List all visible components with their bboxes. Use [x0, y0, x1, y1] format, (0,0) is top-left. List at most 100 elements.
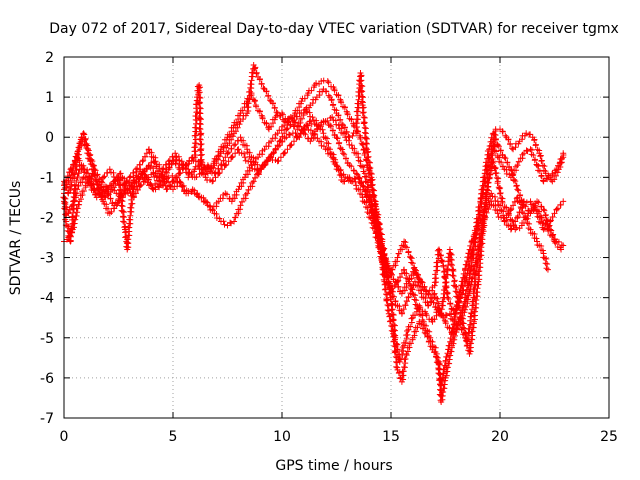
data-point-marker: [274, 130, 281, 137]
data-point-marker: [533, 235, 540, 242]
data-point-marker: [223, 191, 230, 198]
data-point-marker: [495, 143, 502, 150]
data-point-marker: [381, 263, 388, 270]
data-point-marker: [507, 141, 514, 148]
data-point-marker: [183, 161, 190, 168]
data-point-marker: [391, 333, 398, 340]
data-point-marker: [360, 120, 367, 127]
data-point-marker: [540, 177, 547, 184]
data-point-marker: [228, 145, 235, 152]
data-point-marker: [140, 157, 147, 164]
data-point-marker: [344, 111, 351, 118]
data-point-marker: [295, 133, 302, 140]
data-point-marker: [432, 271, 439, 278]
data-point-marker: [89, 158, 96, 165]
data-point-marker: [119, 208, 126, 215]
data-point-marker: [372, 234, 379, 241]
data-point-marker: [84, 146, 91, 153]
data-point-marker: [394, 254, 401, 261]
data-point-marker: [305, 90, 312, 97]
data-point-marker: [101, 190, 108, 197]
y-tick-label: 0: [45, 130, 54, 146]
data-point-marker: [514, 162, 521, 169]
data-point-marker: [466, 267, 473, 274]
data-point-marker: [459, 291, 466, 298]
data-point-marker: [371, 202, 378, 209]
data-point-marker: [72, 212, 79, 219]
data-point-marker: [438, 257, 445, 264]
data-point-marker: [259, 115, 266, 122]
data-point-marker: [94, 181, 101, 188]
data-point-marker: [392, 343, 399, 350]
data-point-marker: [402, 302, 409, 309]
data-point-marker: [98, 193, 105, 200]
data-point-marker: [104, 169, 111, 176]
data-point-marker: [493, 174, 500, 181]
data-point-marker: [250, 178, 257, 185]
data-point-marker: [363, 174, 370, 181]
data-point-marker: [537, 153, 544, 160]
data-point-marker: [120, 209, 127, 216]
data-point-marker: [143, 166, 150, 173]
data-point-marker: [514, 186, 521, 193]
data-point-marker: [365, 158, 372, 165]
data-point-marker: [247, 158, 254, 165]
data-point-marker: [220, 157, 227, 164]
data-point-marker: [451, 336, 458, 343]
data-points: [60, 62, 567, 405]
data-point-marker: [68, 225, 75, 232]
data-point-marker: [268, 123, 275, 130]
data-point-marker: [444, 265, 451, 272]
data-point-marker: [383, 269, 390, 276]
data-point-marker: [365, 179, 372, 186]
data-point-marker: [418, 278, 425, 285]
data-point-marker: [196, 136, 203, 143]
data-point-marker: [491, 164, 498, 171]
data-point-marker: [151, 159, 158, 166]
data-point-marker: [78, 162, 85, 169]
data-point-marker: [403, 297, 410, 304]
data-point-marker: [542, 260, 549, 267]
data-point-marker: [560, 150, 567, 157]
data-point-marker: [329, 102, 336, 109]
data-point-marker: [224, 150, 231, 157]
y-axis-label: SDTVAR / TECUs: [8, 181, 24, 296]
data-point-marker: [301, 95, 308, 102]
data-point-marker: [73, 163, 80, 170]
data-point-marker: [289, 115, 296, 122]
series-sat-track-3: [61, 122, 567, 333]
data-point-marker: [71, 181, 78, 188]
data-point-marker: [440, 314, 447, 321]
data-point-marker: [472, 278, 479, 285]
data-point-marker: [361, 151, 368, 158]
data-point-marker: [82, 141, 89, 148]
data-point-marker: [127, 173, 134, 180]
data-point-marker: [177, 179, 184, 186]
data-point-marker: [434, 259, 441, 266]
data-point-marker: [409, 260, 416, 267]
data-point-marker: [119, 198, 126, 205]
data-point-marker: [268, 138, 275, 145]
data-point-marker: [440, 268, 447, 275]
data-point-marker: [284, 146, 291, 153]
data-point-marker: [313, 122, 320, 129]
x-tick-label: 10: [273, 429, 291, 445]
data-point-marker: [358, 98, 365, 105]
data-point-marker: [362, 188, 369, 195]
data-point-marker: [365, 194, 372, 201]
y-tick-label: 1: [45, 90, 54, 106]
data-point-marker: [247, 81, 254, 88]
data-point-marker: [245, 96, 252, 103]
data-point-marker: [85, 147, 92, 154]
data-point-marker: [100, 198, 107, 205]
data-point-marker: [331, 87, 338, 94]
data-point-marker: [417, 287, 424, 294]
data-point-marker: [442, 275, 449, 282]
data-point-marker: [192, 112, 199, 119]
data-point-marker: [185, 174, 192, 181]
data-point-marker: [294, 134, 301, 141]
data-point-marker: [472, 269, 479, 276]
data-point-marker: [191, 166, 198, 173]
data-point-marker: [61, 179, 68, 186]
data-point-marker: [307, 127, 314, 134]
